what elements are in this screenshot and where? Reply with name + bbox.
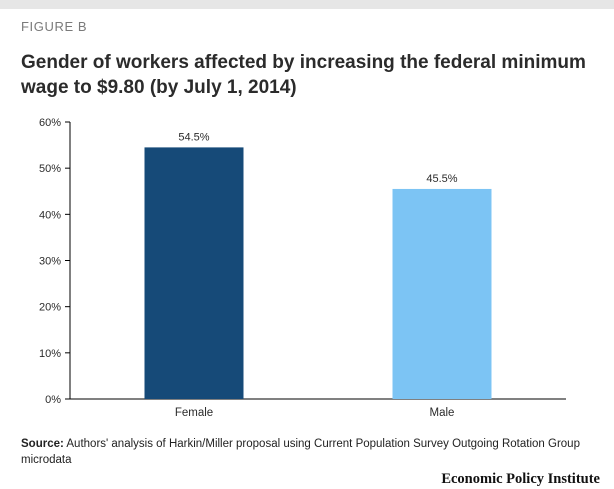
source-text: Authors' analysis of Harkin/Miller propo… [21,438,580,466]
bar-chart: 0% 10% 20% 30% 40% 50% 60% 54.5% Female 45.5% Male [39,117,566,419]
y-tick-label: 50% [39,163,61,175]
figure-label: FIGURE B [21,19,88,34]
x-tick-label: Male [430,407,455,419]
y-tick-label: 40% [39,209,61,221]
chart-title: Gender of workers affected by increasing… [21,52,586,98]
data-label: 54.5% [178,131,209,143]
y-tick-label: 60% [39,117,61,129]
epi-logo: Economic Policy Institute [441,471,600,487]
x-tick-label: Female [175,407,213,419]
bar-male [392,188,492,399]
data-label: 45.5% [426,173,457,185]
y-tick-label: 30% [39,256,61,268]
top-rule [0,0,614,9]
bar-female [144,147,244,399]
y-tick-label: 20% [39,302,61,314]
y-tick-label: 10% [39,348,61,360]
y-tick-label: 0% [45,394,61,406]
source-label: Source: [21,438,64,450]
source-note: Source: Authors' analysis of Harkin/Mill… [21,436,606,468]
